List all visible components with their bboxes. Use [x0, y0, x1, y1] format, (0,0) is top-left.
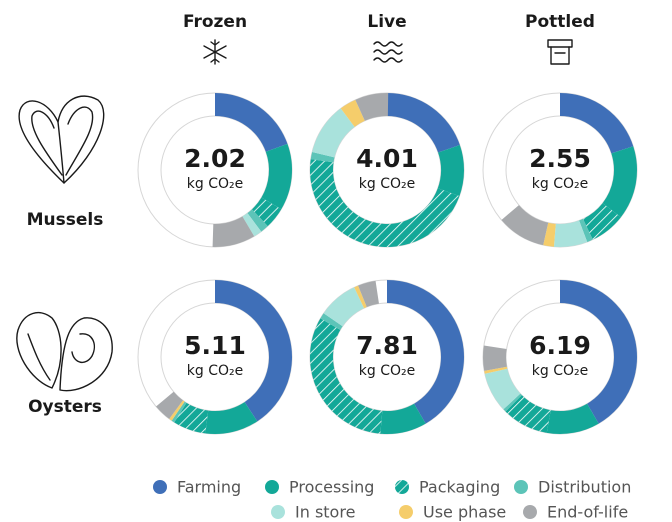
mussel-icon: [19, 96, 104, 183]
legend-swatch: [395, 480, 409, 494]
waves-icon: [374, 42, 402, 62]
column-header: Pottled: [525, 12, 595, 32]
snowflake-icon: [204, 40, 226, 64]
unit-label: kg CO₂e: [187, 363, 243, 379]
donut-segment: [483, 346, 507, 371]
legend-swatch: [523, 505, 537, 519]
legend-label: Processing: [289, 478, 374, 497]
donut-segment: [438, 145, 464, 196]
oyster-icon: [17, 313, 112, 391]
total-label: 6.19: [529, 331, 591, 360]
total-label: 7.81: [356, 331, 418, 360]
unit-label: kg CO₂e: [359, 363, 415, 379]
legend-label: Use phase: [423, 503, 506, 522]
total-label: 2.02: [184, 144, 246, 173]
unit-label: kg CO₂e: [532, 176, 588, 192]
legend-label: In store: [295, 503, 355, 522]
column-header: Live: [367, 12, 406, 32]
legend-swatch: [265, 480, 279, 494]
column-header: Frozen: [183, 12, 247, 32]
row-label: Mussels: [27, 210, 104, 230]
donut-segment: [501, 205, 548, 245]
legend-label: Farming: [177, 478, 241, 497]
pot-icon: [548, 40, 572, 64]
legend-swatch: [399, 505, 413, 519]
legend-swatch: [271, 505, 285, 519]
total-label: 2.55: [529, 144, 591, 173]
total-label: 5.11: [184, 331, 246, 360]
total-label: 4.01: [356, 144, 418, 173]
unit-label: kg CO₂e: [187, 176, 243, 192]
unit-label: kg CO₂e: [532, 363, 588, 379]
donut-segment: [603, 146, 637, 217]
legend-label: Distribution: [538, 478, 631, 497]
chart: Frozen Live Pottled Mussels Oysters 2.02 kg CO…: [0, 0, 672, 522]
legend-label: End-of-life: [547, 503, 628, 522]
legend-swatch: [514, 480, 528, 494]
row-label: Oysters: [28, 397, 102, 417]
legend-swatch: [153, 480, 167, 494]
unit-label: kg CO₂e: [359, 176, 415, 192]
legend-label: Packaging: [419, 478, 500, 497]
